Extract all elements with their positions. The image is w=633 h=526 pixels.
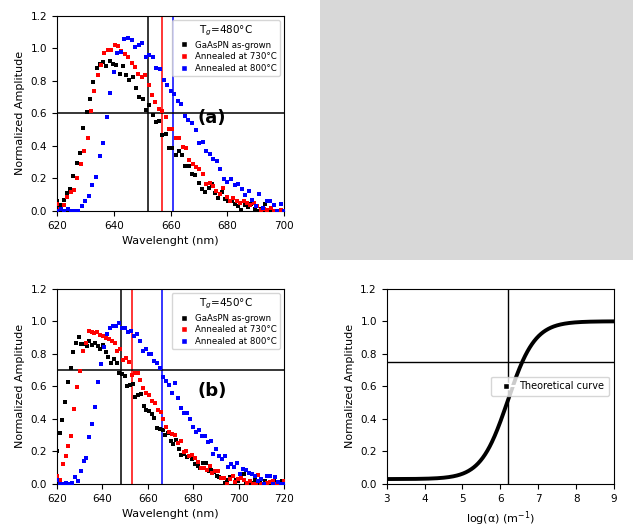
- Y-axis label: Normalized Amplitude: Normalized Amplitude: [15, 325, 25, 449]
- Text: (b): (b): [198, 382, 227, 400]
- Legend: Theoretical curve: Theoretical curve: [491, 377, 609, 396]
- X-axis label: log(α) (m$^{-1}$): log(α) (m$^{-1}$): [466, 236, 535, 255]
- Legend: GaAsPN as-grown, Annealed at 730°C, Annealed at 800°C: GaAsPN as-grown, Annealed at 730°C, Anne…: [172, 293, 280, 349]
- Text: (a): (a): [198, 109, 227, 127]
- X-axis label: Wavelenght (nm): Wavelenght (nm): [122, 236, 219, 246]
- Legend: Theoretical curve: Theoretical curve: [491, 104, 609, 123]
- X-axis label: Wavelenght (nm): Wavelenght (nm): [122, 509, 219, 519]
- Y-axis label: Normalized Amplitude: Normalized Amplitude: [15, 51, 25, 175]
- Legend: GaAsPN as-grown, Annealed at 730°C, Annealed at 800°C: GaAsPN as-grown, Annealed at 730°C, Anne…: [172, 20, 280, 76]
- Y-axis label: Normalized Amplitude: Normalized Amplitude: [345, 325, 354, 449]
- X-axis label: log(α) (m$^{-1}$): log(α) (m$^{-1}$): [466, 509, 535, 526]
- Y-axis label: Normalized Amplitude: Normalized Amplitude: [345, 51, 354, 175]
